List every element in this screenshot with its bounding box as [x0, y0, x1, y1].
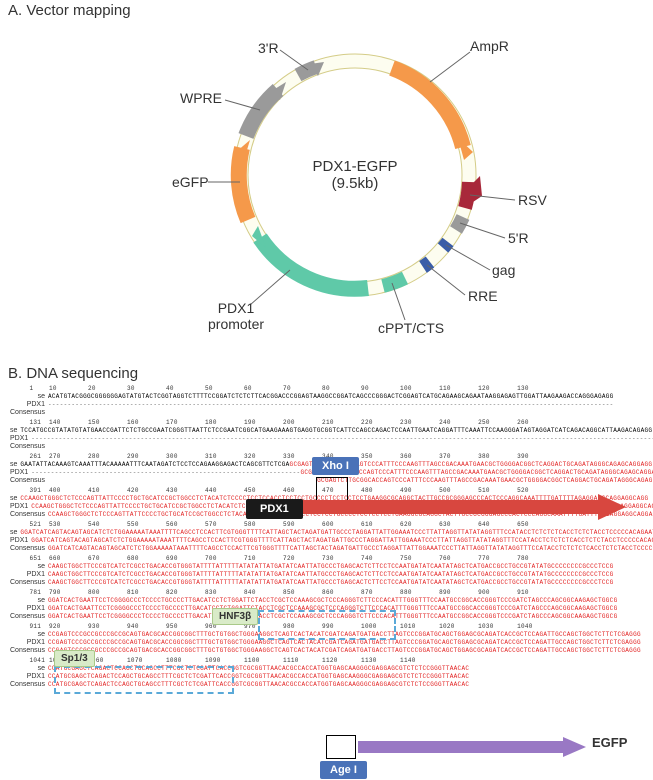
seq-row-label: Consensus — [10, 647, 48, 654]
seq-row-label: se — [10, 563, 48, 570]
vector-size: (9.5kb) — [312, 175, 397, 192]
label-wpre: WPRE — [180, 90, 222, 106]
label-rsv: RSV — [518, 192, 547, 208]
seq-ruler: 651 660 670 680 690 700 710 720 730 740 … — [10, 555, 643, 562]
seq-row-label: se — [10, 427, 20, 434]
seq-row-label: Consensus — [10, 681, 48, 688]
seq-ruler: 1041 1050 1060 1070 1080 1090 1100 1110 … — [10, 657, 643, 664]
seq-row: seGGATCATCAGTACAGTAGCATCTCTGGAAAAATAAATT… — [10, 528, 643, 536]
seq-row-label: se — [10, 529, 20, 536]
seq-row: Consensus — [10, 408, 643, 416]
anno-pdx: PDX1 — [246, 499, 303, 519]
seq-text: CAAGCTGGCTTCCCGTCATCTCGCCTGACACCGTGGGTAT… — [48, 571, 614, 578]
seq-text: CCGAGTCCCGCCGCCCGCCGCAGTGACGCACCGGCGGCTT… — [48, 647, 641, 654]
seq-row-label: Consensus — [10, 511, 48, 518]
seq-row-label: PDX1 — [10, 435, 31, 442]
seq-row: Consensus — [10, 442, 643, 450]
seq-ruler: 781 790 800 810 820 830 840 850 860 870 … — [10, 589, 643, 596]
seq-row: seCAAGCTGGCTTCCCGTCATCTCGCCTGACACCGTGGGT… — [10, 562, 643, 570]
panel-a-title: A. Vector mapping — [8, 2, 131, 19]
seq-text: TCCATGCCGTATATGTATGAACCGATTCTCTGCCGAATCG… — [20, 427, 652, 434]
seq-row: seTCCATGCCGTATATGTATGAACCGATTCTCTGCCGAAT… — [10, 426, 643, 434]
seq-text: ----------------------------------------… — [48, 401, 614, 408]
seq-row-label: Consensus — [10, 613, 48, 620]
label-cppt: cPPT/CTS — [378, 320, 444, 336]
seq-ruler: 1 10 20 30 40 50 60 70 80 90 100 110 120… — [10, 385, 643, 392]
anno-sp: Sp1/3 — [54, 650, 95, 667]
seq-text: ----------------------------------------… — [31, 469, 300, 476]
egfp-arrow — [358, 737, 588, 759]
label-3r: 3'R — [258, 40, 279, 56]
seq-row-label: PDX1 — [10, 605, 48, 612]
seq-ruler: 131 140 150 160 170 180 190 200 210 220 … — [10, 419, 643, 426]
seq-text: GCGAGTCTTGCGGCACCAGTCCCATTTCCCAAGTTTAGCC… — [317, 477, 653, 484]
seq-row-label: PDX1 — [10, 401, 48, 408]
seq-row-label: se — [10, 631, 48, 638]
seq-row-label: se — [10, 495, 20, 502]
vector-map: PDX1-EGFP (9.5kb) AmpR 3'R WPRE eGFP PDX… — [130, 20, 550, 350]
age-box — [326, 735, 356, 759]
seq-row-label: Consensus — [10, 477, 48, 484]
seq-text: CAAGCTGGCTTCCCGTCATCTCGCCTGACACCGTGGGTAT… — [48, 579, 614, 586]
seq-row-label: Consensus — [10, 579, 48, 586]
seq-row-label: PDX1 — [10, 537, 31, 544]
anno-age: Age I — [320, 761, 367, 779]
hnf-dashbox — [258, 610, 396, 640]
seq-text — [48, 443, 653, 450]
seq-text: GGATCATCAGTACAGTAGCATCTCTGGAAAAATAAATTTT… — [31, 537, 653, 544]
sp-dashbox — [54, 666, 234, 694]
panel-b-title: B. DNA sequencing — [8, 365, 138, 382]
seq-row-label: se — [10, 461, 20, 468]
seq-text — [48, 409, 614, 416]
seq-row-label: PDX1 — [10, 469, 31, 476]
seq-block: 1 10 20 30 40 50 60 70 80 90 100 110 120… — [10, 385, 643, 416]
vector-center: PDX1-EGFP (9.5kb) — [312, 158, 397, 192]
seq-text: GAATATTACAAAGTCAAATTTACAAAAATTTCAATAGATC… — [20, 461, 289, 468]
seq-row: seGGATCACTGAATTCCTCGGGGCCCTCCCCTGCCCCTTG… — [10, 596, 643, 604]
seq-text — [48, 477, 317, 484]
seq-row-label: PDX1 — [10, 571, 48, 578]
vector-name: PDX1-EGFP — [312, 158, 397, 175]
seq-block: 651 660 670 680 690 700 710 720 730 740 … — [10, 555, 643, 586]
seq-row: PDX1CAAGCTGGCTTCCCGTCATCTCGCCTGACACCGTGG… — [10, 570, 643, 578]
seq-row: seACATGTACGGGCGGGGGGAGTATGTACTCGGTAGGTCT… — [10, 392, 643, 400]
anno-xho: Xho I — [312, 457, 359, 475]
seq-row-label: Consensus — [10, 409, 48, 416]
label-gag: gag — [492, 262, 515, 278]
seq-row: ConsensusGGATCATCAGTACAGTAGCATCTCTGGAAAA… — [10, 544, 643, 552]
seq-row-label: PDX1 — [10, 503, 31, 510]
seq-text: CAAGCTGGCTTCCCGTCATCTCGCCTGACACCGTGGGTAT… — [48, 563, 614, 570]
label-rre: RRE — [468, 288, 498, 304]
seq-text: ACATGTACGGGCGGGGGGAGTATGTACTCGGTAGGTCTTT… — [48, 393, 614, 400]
seq-row: PDX1------------------------------------… — [10, 400, 643, 408]
seq-text: GGATCATCAGTACAGTAGCATCTCTGGAAAAATAAATTTT… — [20, 529, 653, 536]
anno-egfp-label: EGFP — [592, 735, 627, 750]
seq-text: GGATCACTGAATTCCTCGGGGCCCTCCCCTGCCCCTTGAC… — [48, 597, 617, 604]
seq-row: ConsensusCAAGCTGGCTTCCCGTCATCTCGCCTGACAC… — [10, 578, 643, 586]
label-pdx1-prom: PDX1 promoter — [208, 300, 264, 332]
label-ampr: AmpR — [470, 38, 509, 54]
seq-row-label: se — [10, 665, 48, 672]
seq-row-label: Consensus — [10, 545, 48, 552]
label-egfp: eGFP — [172, 174, 209, 190]
seq-row: PDX1GGATCATCAGTACAGTAGCATCTCTGGAAAAATAAA… — [10, 536, 643, 544]
seq-text: GGATCATCAGTACAGTAGCATCTCTGGAAAAATAAATTTT… — [48, 545, 653, 552]
seq-row: PDX1------------------------------------… — [10, 434, 643, 442]
seq-text: ----------------------------------------… — [31, 435, 653, 442]
seq-row-label: PDX1 — [10, 673, 48, 680]
seq-ruler: 521 530 540 550 560 570 580 590 600 610 … — [10, 521, 643, 528]
seq-row-label: se — [10, 597, 48, 604]
seq-row-label: PDX1 — [10, 639, 48, 646]
seq-row: ConsensusCCGAGTCCCGCCGCCCGCCGCAGTGACGCAC… — [10, 646, 643, 654]
seq-block: 521 530 540 550 560 570 580 590 600 610 … — [10, 521, 643, 552]
anno-hnf: HNF3β — [212, 608, 258, 625]
seq-row-label: Consensus — [10, 443, 48, 450]
seq-row-label: se — [10, 393, 48, 400]
seq-block: 131 140 150 160 170 180 190 200 210 220 … — [10, 419, 643, 450]
pdx-arrow — [298, 492, 628, 522]
sequencing-panel: 1 10 20 30 40 50 60 70 80 90 100 110 120… — [10, 385, 643, 691]
label-5r: 5'R — [508, 230, 529, 246]
